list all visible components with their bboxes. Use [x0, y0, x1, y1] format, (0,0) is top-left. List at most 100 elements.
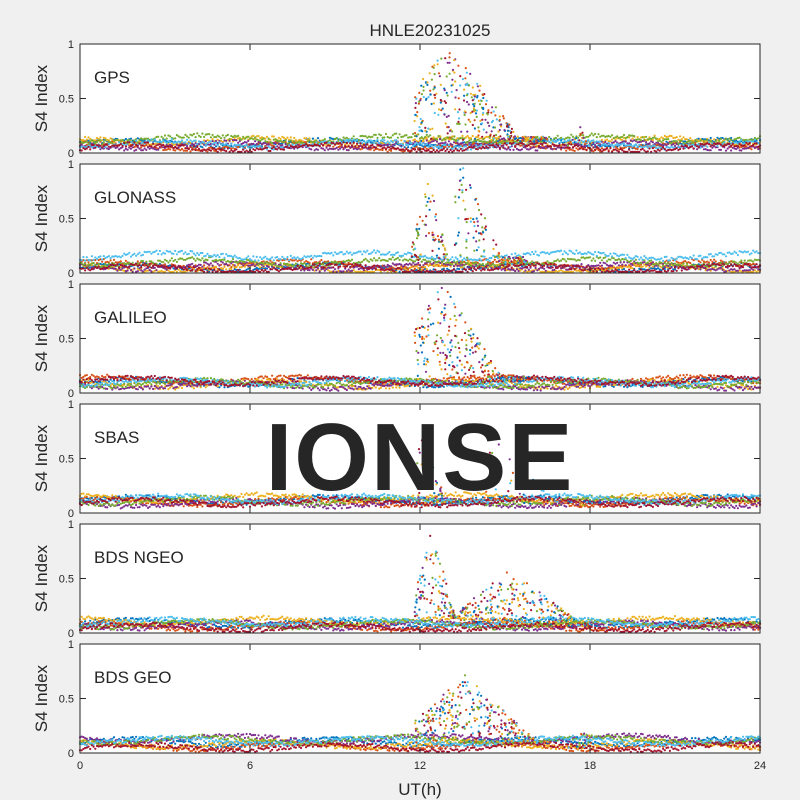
data-point	[467, 84, 471, 87]
data-point	[124, 259, 127, 262]
data-point	[748, 269, 751, 272]
data-point	[204, 140, 207, 143]
data-point	[425, 139, 428, 142]
data-point	[84, 262, 87, 265]
data-point	[289, 139, 292, 142]
data-point	[595, 136, 598, 139]
data-point	[560, 146, 563, 149]
data-point	[755, 142, 758, 145]
data-point	[293, 264, 296, 267]
data-point	[484, 103, 488, 106]
data-point	[150, 138, 153, 141]
data-point	[225, 150, 228, 153]
data-point	[485, 99, 488, 102]
data-point	[254, 149, 257, 152]
data-point	[600, 147, 604, 150]
data-point	[417, 102, 420, 105]
data-point	[349, 138, 352, 141]
data-point	[347, 145, 350, 148]
data-point	[614, 140, 617, 143]
data-point	[216, 262, 219, 265]
data-point	[478, 89, 481, 92]
data-point	[437, 72, 441, 75]
data-point	[757, 148, 760, 151]
data-point	[158, 146, 161, 149]
data-point	[469, 141, 473, 144]
data-point	[315, 139, 318, 142]
data-point	[435, 140, 439, 143]
data-point	[197, 147, 201, 151]
data-point	[476, 148, 479, 151]
data-point	[444, 122, 447, 125]
data-point	[359, 142, 362, 145]
data-point	[230, 260, 233, 263]
data-point	[425, 144, 428, 147]
data-point	[551, 148, 554, 151]
data-point	[600, 264, 604, 267]
data-point	[413, 145, 416, 148]
data-point	[410, 263, 413, 266]
data-point	[653, 144, 656, 147]
data-point	[432, 138, 435, 141]
data-point	[124, 137, 127, 141]
data-point	[417, 143, 420, 146]
data-point	[242, 135, 245, 138]
data-point	[80, 262, 83, 265]
data-point	[476, 82, 479, 85]
data-point	[648, 142, 651, 145]
data-point	[486, 146, 490, 149]
data-point	[542, 139, 545, 142]
y-axis-label: S4 Index	[32, 64, 51, 132]
data-point	[475, 115, 478, 118]
data-point	[335, 146, 338, 149]
data-point	[472, 107, 475, 110]
data-point	[162, 137, 165, 140]
data-point	[549, 141, 553, 144]
data-point	[160, 135, 163, 138]
data-point	[371, 135, 374, 138]
data-point	[109, 137, 112, 140]
data-point	[123, 149, 126, 152]
data-point	[709, 140, 712, 143]
data-point	[255, 142, 258, 146]
data-point	[585, 148, 588, 151]
data-point	[590, 132, 593, 135]
data-point	[345, 270, 348, 273]
data-point	[209, 262, 212, 265]
data-point	[537, 144, 541, 148]
data-point	[342, 141, 345, 144]
data-point	[498, 146, 501, 149]
data-point	[643, 149, 646, 152]
data-point	[621, 263, 624, 266]
data-point	[709, 136, 712, 140]
data-point	[622, 144, 626, 147]
data-point	[230, 266, 233, 269]
data-point	[464, 123, 467, 126]
data-point	[318, 145, 321, 148]
data-point	[514, 270, 517, 273]
data-point	[451, 68, 455, 71]
data-point	[459, 145, 462, 148]
data-point	[473, 127, 476, 130]
data-point	[581, 131, 584, 134]
data-point	[410, 142, 413, 145]
data-point	[634, 143, 638, 147]
data-point	[478, 103, 482, 106]
data-point	[743, 144, 746, 147]
data-point	[101, 260, 104, 263]
data-point	[488, 124, 491, 127]
data-point	[505, 143, 508, 146]
data-point	[180, 139, 184, 142]
data-point	[481, 135, 484, 138]
data-point	[119, 268, 122, 271]
data-point	[597, 133, 600, 136]
data-point	[254, 136, 257, 139]
data-point	[187, 136, 190, 139]
data-point	[153, 138, 156, 141]
data-point	[599, 140, 602, 143]
data-point	[527, 136, 530, 139]
data-point	[714, 260, 717, 263]
data-point	[267, 265, 270, 268]
data-point	[430, 102, 433, 106]
data-point	[418, 129, 421, 132]
